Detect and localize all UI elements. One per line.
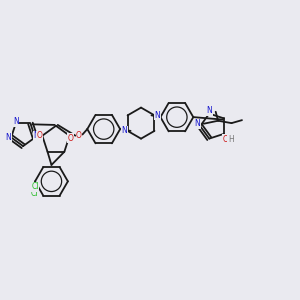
Text: N: N xyxy=(154,111,160,120)
Text: N: N xyxy=(122,126,128,135)
Text: O: O xyxy=(67,134,73,142)
Text: Cl: Cl xyxy=(31,182,39,191)
Text: Cl: Cl xyxy=(30,189,38,198)
Text: N: N xyxy=(13,117,19,126)
Text: N: N xyxy=(194,119,200,128)
Text: N: N xyxy=(34,131,39,140)
Text: O: O xyxy=(36,131,42,140)
Text: N: N xyxy=(206,106,212,115)
Text: H: H xyxy=(228,135,234,144)
Text: N: N xyxy=(5,133,11,142)
Text: O: O xyxy=(223,135,228,144)
Text: O: O xyxy=(76,130,82,140)
